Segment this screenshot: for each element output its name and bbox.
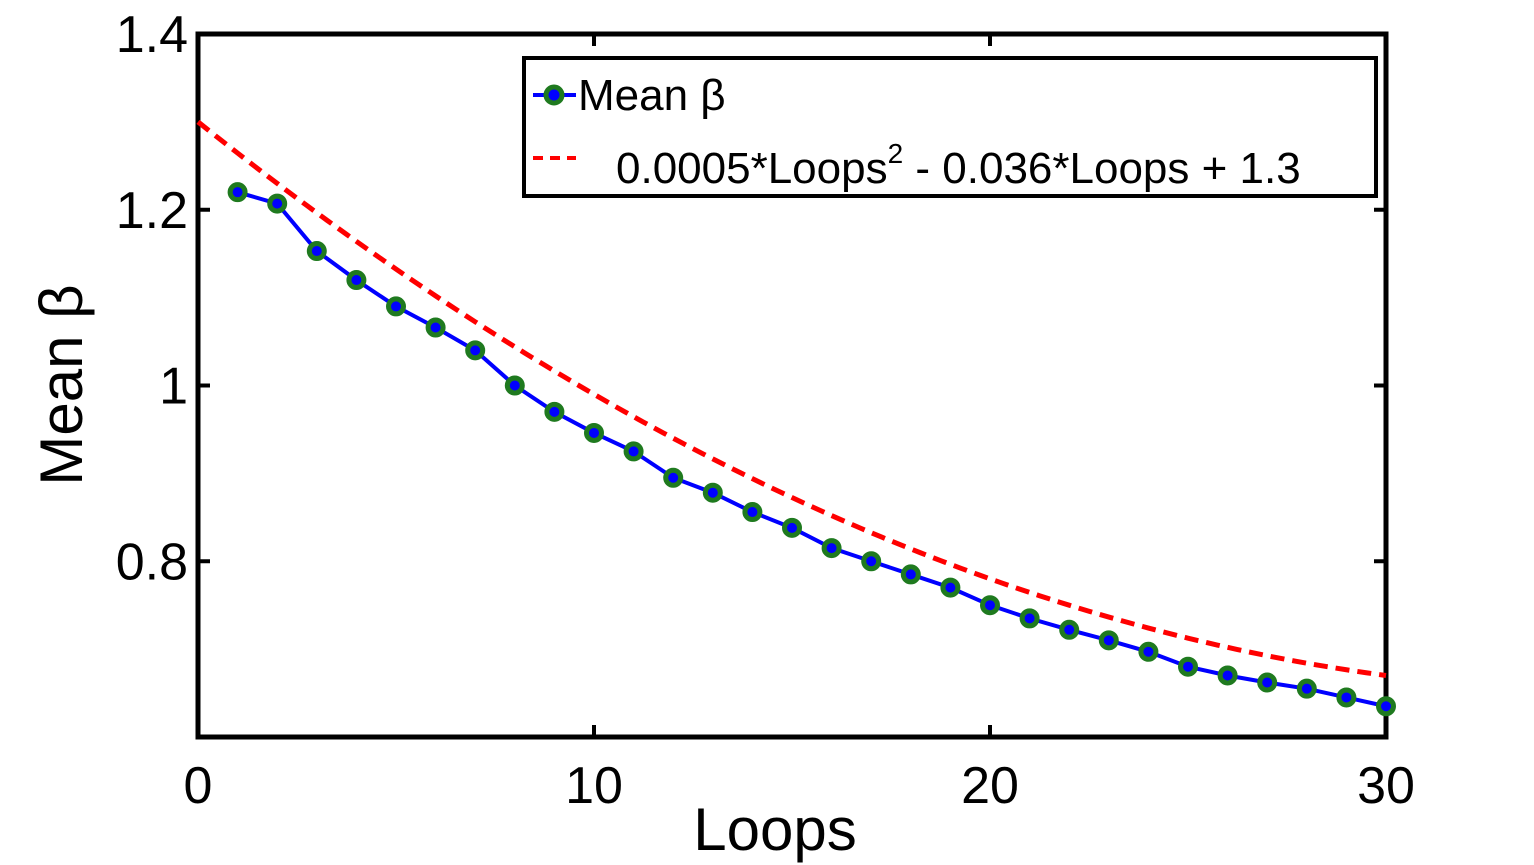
fit-curve-layer [196, 119, 1387, 678]
mean-beta-point-13 [702, 482, 723, 503]
mean-beta-point-12 [663, 467, 684, 488]
mean-beta-point-7 [465, 340, 486, 361]
mean-beta-point-6 [425, 317, 446, 338]
mean-beta-point-25 [1178, 656, 1198, 677]
y-tick-label-0: 0.8 [116, 533, 188, 591]
mean-beta-point-15 [782, 517, 802, 538]
mean-beta-point-11 [623, 441, 644, 462]
mean-beta-point-14 [742, 502, 763, 523]
x-axis-label: Loops [693, 796, 856, 863]
legend-label-mean-beta: Mean β [578, 71, 726, 120]
x-tick-label-1: 10 [565, 757, 623, 815]
mean-beta-point-27 [1257, 672, 1278, 693]
mean-beta-point-4 [346, 270, 367, 291]
mean-beta-point-2 [267, 193, 288, 214]
legend-box [522, 56, 1378, 198]
legend: Mean β 0.0005*Loops2 - 0.036*Loops + 1.3 [522, 56, 1378, 198]
mean-beta-point-28 [1296, 678, 1317, 699]
axis-ticks: 0 10 20 30 0.8 1 1.2 1.4 [116, 6, 1415, 815]
x-tick-label-2: 20 [961, 757, 1019, 815]
mean-beta-point-30 [1376, 696, 1396, 717]
mean-beta-point-22 [1059, 619, 1080, 640]
y-tick-label-2: 1.2 [116, 182, 188, 240]
y-axis-label: Mean β [28, 284, 95, 485]
mean-beta-point-18 [900, 564, 921, 585]
mean-beta-point-24 [1138, 641, 1159, 662]
mean-beta-point-17 [861, 551, 882, 572]
series-layer [227, 182, 1396, 717]
x-tick-label-3: 30 [1357, 757, 1415, 815]
mean-beta-point-23 [1098, 630, 1119, 651]
legend-fit-superscript: 2 [888, 138, 904, 169]
mean-beta-point-9 [544, 401, 565, 422]
fit-curve [196, 119, 1387, 678]
mean-beta-point-16 [821, 538, 842, 559]
mean-beta-point-21 [1019, 608, 1040, 629]
y-tick-label-1: 1 [159, 358, 188, 416]
mean-beta-point-3 [306, 241, 327, 262]
x-tick-label-0: 0 [184, 757, 213, 815]
legend-marker-mean-beta [543, 84, 565, 106]
mean-beta-point-5 [386, 296, 406, 317]
mean-beta-point-19 [940, 577, 961, 598]
mean-beta-point-26 [1217, 665, 1238, 686]
y-tick-label-3: 1.4 [116, 6, 188, 64]
legend-fit-part-2: - 0.036*Loops + 1.3 [903, 144, 1301, 193]
mean-beta-point-10 [584, 422, 604, 443]
legend-label-fit: 0.0005*Loops2 - 0.036*Loops + 1.3 [616, 138, 1301, 193]
mean-beta-point-20 [980, 595, 1000, 616]
mean-beta-point-1 [227, 182, 248, 203]
legend-fit-part-1: 0.0005*Loops [616, 144, 888, 193]
mean-beta-point-29 [1336, 687, 1357, 708]
mean-beta-point-8 [504, 375, 525, 396]
